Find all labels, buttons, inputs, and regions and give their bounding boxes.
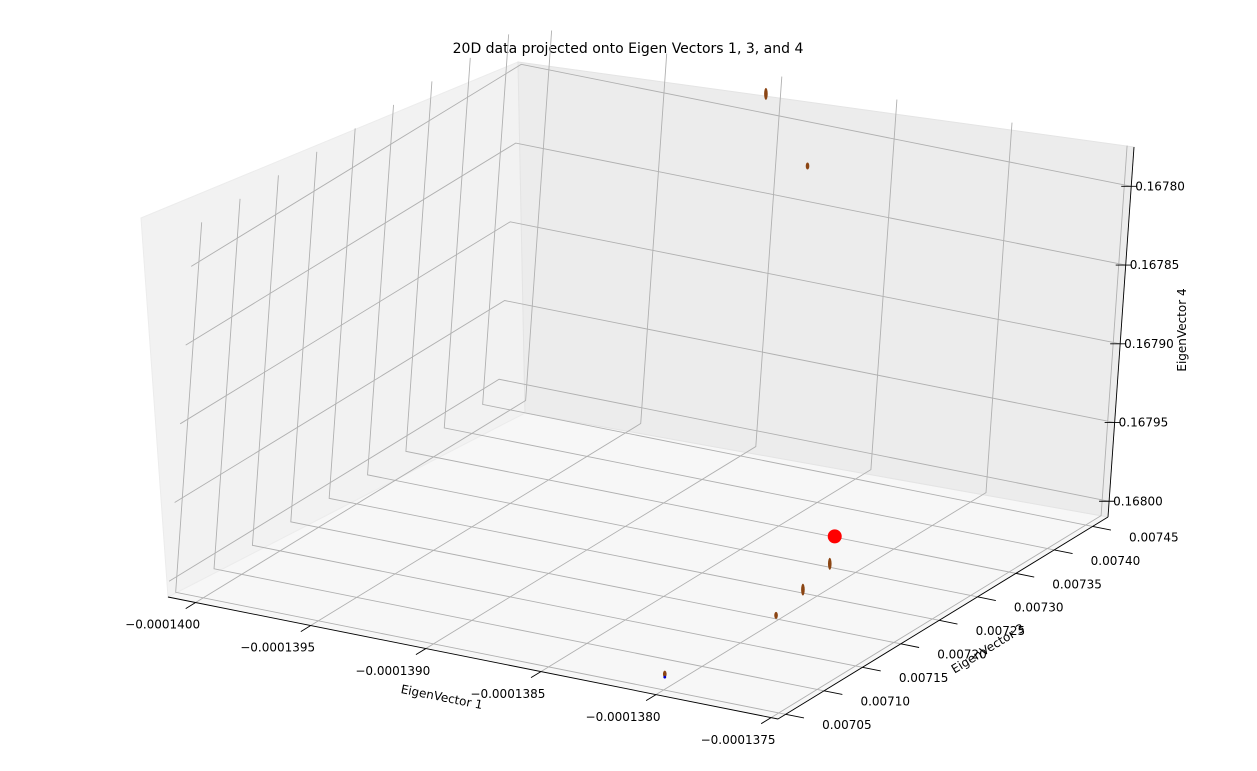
x-tick-label: −0.0001375: [701, 733, 776, 747]
y-tick: [862, 666, 881, 672]
cluster-point: [764, 87, 768, 100]
z-grid-line: [185, 142, 1126, 346]
x-tick: [760, 717, 772, 725]
z-grid-line: [174, 300, 1115, 503]
y-tick: [1054, 549, 1073, 554]
x-tick-label: −0.0001380: [586, 710, 661, 724]
y-tick-label: 0.00735: [1052, 577, 1102, 591]
z-tick-label: 0.16785: [1130, 258, 1180, 272]
cluster-point: [662, 670, 667, 678]
y-grid-line: [482, 34, 1093, 527]
y-tick-label: 0.00720: [937, 648, 987, 662]
x-grid-line: [540, 99, 898, 672]
z-grid-line: [168, 378, 1110, 582]
y-tick: [1092, 525, 1112, 531]
grid-lines: [168, 30, 1132, 719]
x-tick: [645, 694, 657, 702]
y-tick-label: 0.00715: [899, 671, 949, 685]
z-tick-label: 0.16790: [1124, 337, 1174, 351]
y-tick-label: 0.00725: [976, 624, 1026, 638]
x-tick: [530, 671, 542, 679]
outlier-point: [663, 675, 667, 679]
x-grid-line: [425, 76, 783, 649]
axes-3d: −0.0001400 −0.0001395 −0.0001390 −0.0001385…: [125, 30, 1185, 747]
x-tick-label: −0.0001390: [355, 664, 430, 678]
x-axis-line: [167, 596, 779, 720]
y-tick-label: 0.00740: [1091, 554, 1141, 568]
cluster-point: [774, 611, 778, 619]
x-tick: [300, 625, 311, 632]
x-grid-line: [310, 53, 668, 626]
y-tick-label: 0.00710: [860, 695, 910, 709]
z-tick-label: 0.16800: [1113, 494, 1163, 508]
y-tick: [977, 596, 996, 601]
cluster-point: [801, 583, 805, 596]
y-tick: [785, 713, 805, 719]
y-tick: [900, 643, 920, 648]
x-tick-label: −0.0001385: [470, 687, 545, 701]
y-grid-line: [405, 81, 1016, 574]
y-axis-line: [777, 516, 1109, 720]
y-tick: [823, 690, 843, 695]
data-points: [662, 87, 842, 679]
y-tick-label: 0.00730: [1014, 601, 1064, 615]
z-grid-line: [179, 221, 1121, 425]
y-tick: [939, 619, 958, 625]
x-axis-ticks: −0.0001400 −0.0001395 −0.0001390 −0.0001385…: [125, 602, 776, 747]
x-tick-label: −0.0001400: [125, 618, 200, 632]
y-tick-label: 0.00745: [1129, 530, 1179, 544]
axis-lines: [167, 146, 1135, 720]
z-grid-line: [190, 63, 1132, 267]
chart-title: 20D data projected onto Eigen Vectors 1,…: [453, 41, 804, 57]
z-axis-line: [1107, 146, 1135, 518]
cluster-point: [827, 557, 832, 570]
z-axis-label: EigenVector 4: [1175, 288, 1189, 371]
y-grid-line: [175, 222, 786, 715]
y-grid-line: [251, 175, 863, 668]
x-grid-line: [195, 30, 553, 603]
y-grid-line: [290, 151, 901, 645]
x-grid-line: [770, 145, 1128, 719]
x-tick: [185, 602, 196, 609]
y-grid-line: [443, 57, 1055, 551]
highlight-point: [827, 529, 842, 544]
x-tick: [415, 648, 427, 656]
y-tick-label: 0.00705: [822, 718, 872, 732]
y-axis-ticks: 0.00705 0.00710 0.00715 0.00720 0.00725 0.007…: [785, 525, 1179, 732]
z-tick-label: 0.16780: [1135, 179, 1185, 193]
cluster-point: [805, 162, 810, 170]
y-grid-line: [367, 104, 978, 598]
y-grid-line: [328, 128, 940, 621]
z-tick-label: 0.16795: [1119, 416, 1169, 430]
x-grid-line: [655, 122, 1013, 695]
z-axis-ticks: 0.16780 0.16785 0.16790 0.16795 0.16800: [1099, 179, 1185, 508]
x-tick-label: −0.0001395: [240, 641, 315, 655]
y-tick: [1015, 572, 1035, 578]
y-grid-line: [213, 198, 825, 692]
